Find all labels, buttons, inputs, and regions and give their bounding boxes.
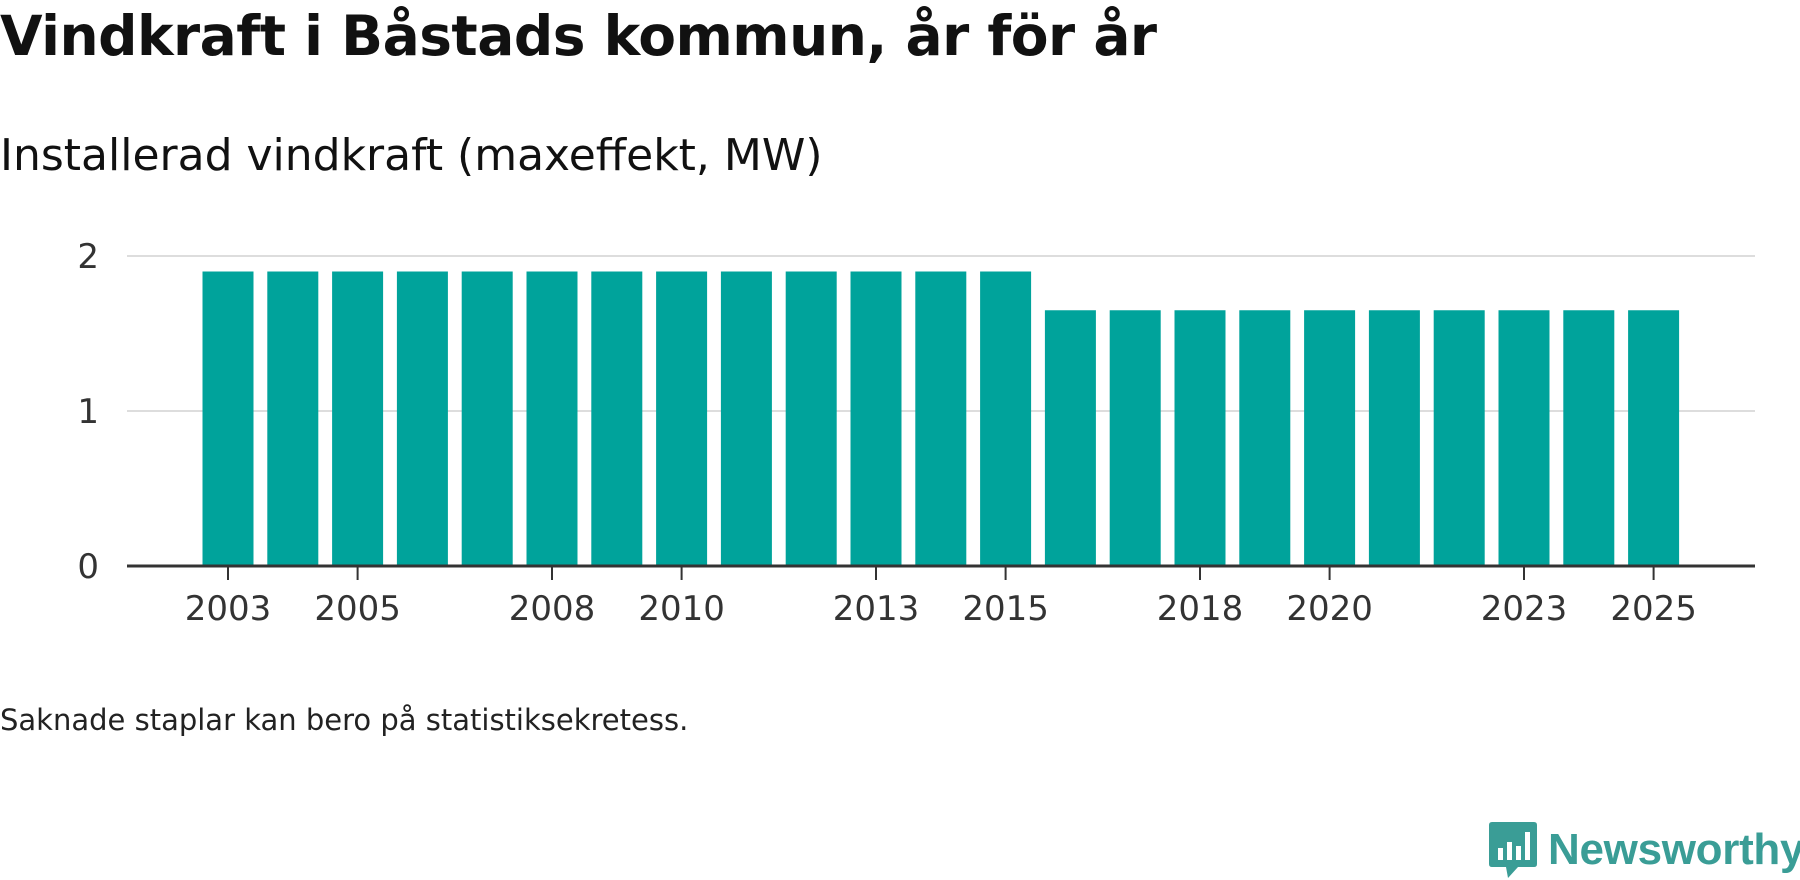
bar-2010 (656, 271, 708, 566)
x-tick-label: 2008 (509, 589, 596, 629)
bar-2019 (1239, 310, 1291, 566)
bar-2025 (1628, 310, 1680, 566)
bar-2016 (1044, 310, 1096, 566)
x-tick-label: 2020 (1286, 589, 1373, 629)
x-tick-label: 2010 (638, 589, 725, 629)
brand-name: Newsworthy (1548, 825, 1800, 874)
bar-2024 (1563, 310, 1615, 566)
y-tick-label: 2 (77, 237, 99, 277)
x-tick-label: 2013 (833, 589, 920, 629)
brand-logo: Newsworthy (1488, 820, 1800, 880)
bar-2006 (396, 271, 448, 566)
bar-2013 (850, 271, 902, 566)
bar-2023 (1498, 310, 1550, 566)
bar-2011 (720, 271, 772, 566)
bar-2021 (1368, 310, 1420, 566)
y-tick-label: 0 (77, 547, 99, 587)
x-tick-label: 2005 (314, 589, 401, 629)
bar-2004 (267, 271, 319, 566)
bar-2018 (1174, 310, 1226, 566)
x-tick-label: 2023 (1481, 589, 1568, 629)
bar-2015 (980, 271, 1032, 566)
y-tick-label: 1 (77, 392, 99, 432)
x-tick-label: 2015 (962, 589, 1049, 629)
footnote: Saknade staplar kan bero på statistiksek… (0, 703, 689, 737)
bar-2022 (1433, 310, 1485, 566)
x-tick-label: 2018 (1157, 589, 1244, 629)
x-axis-ticks: 2003 2005 2008 2010 2013 2015 2018 2020 2023 2025 (185, 566, 1697, 629)
x-tick-label: 2003 (185, 589, 272, 629)
newsworthy-logo-icon (1489, 822, 1537, 878)
bar-chart: 2003 2005 2008 2010 2013 2015 2018 2020 2023 2025… (77, 237, 1755, 629)
x-tick-label: 2025 (1610, 589, 1697, 629)
chart-title: Vindkraft i Båstads kommun, år för år (0, 4, 1157, 68)
bar-2005 (332, 271, 384, 566)
bar-2007 (461, 271, 513, 566)
bar-2003 (202, 271, 254, 566)
bars (202, 271, 1680, 566)
bar-2009 (591, 271, 643, 566)
y-axis-ticks: 0 1 2 (77, 237, 99, 587)
bar-2020 (1304, 310, 1356, 566)
bar-2012 (785, 271, 837, 566)
bar-2017 (1109, 310, 1161, 566)
bar-2008 (526, 271, 578, 566)
bar-2014 (915, 271, 967, 566)
chart-subtitle: Installerad vindkraft (maxeffekt, MW) (0, 130, 823, 181)
